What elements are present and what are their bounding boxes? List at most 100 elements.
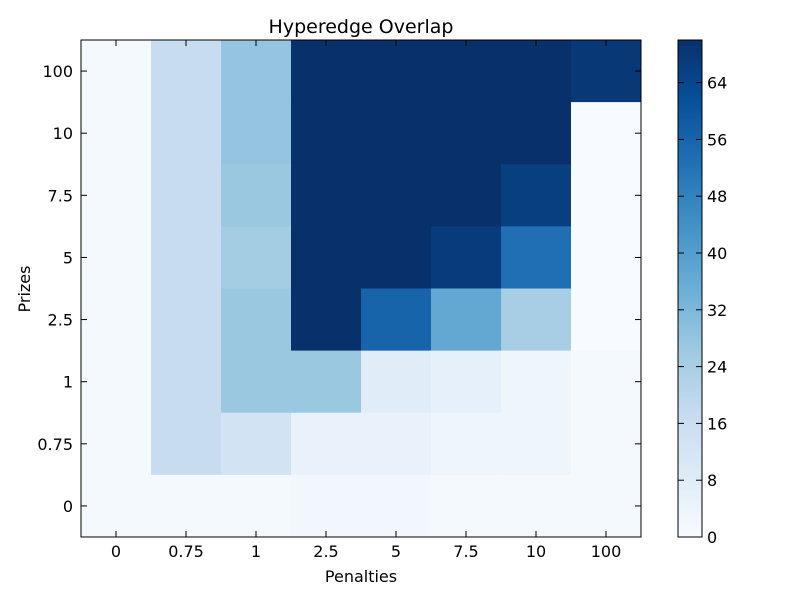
x-tick-label: 100 — [591, 542, 622, 561]
y-tick-label: 2.5 — [48, 311, 73, 330]
heatmap-cell — [501, 288, 572, 352]
heatmap-cell — [221, 226, 292, 289]
y-tick-label: 0 — [63, 497, 73, 516]
heatmap-cell — [221, 412, 292, 476]
heatmap-cell — [81, 412, 152, 476]
colorbar-tick-label: 56 — [707, 130, 727, 149]
x-axis-label: Penalties — [325, 567, 397, 586]
heatmap-cell — [291, 164, 362, 227]
x-tick-label: 7.5 — [453, 542, 478, 561]
heatmap-cell — [221, 164, 292, 227]
heatmap-cell — [571, 102, 642, 165]
y-tick-label: 10 — [53, 124, 73, 143]
heatmap-cell — [431, 350, 502, 414]
y-tick-label: 5 — [63, 248, 73, 267]
heatmap-cell — [431, 474, 502, 538]
heatmap-cell — [501, 350, 572, 414]
heatmap-cell — [361, 102, 432, 165]
heatmap-cell — [221, 40, 292, 103]
x-tick-label: 5 — [391, 542, 401, 561]
x-tick-label: 1 — [251, 542, 261, 561]
heatmap-cell — [501, 226, 572, 289]
heatmap-cell — [571, 164, 642, 227]
y-axis-label: Prizes — [15, 266, 34, 313]
y-axis-ticks: 100 10 7.5 5 2.5 1 0.75 0 — [37, 62, 641, 516]
heatmap-cell — [361, 474, 432, 538]
heatmap-cell — [571, 474, 642, 538]
heatmap-cell — [81, 474, 152, 538]
heatmap-cell — [361, 288, 432, 352]
heatmap-cell — [571, 226, 642, 289]
heatmap-cell — [81, 226, 152, 289]
heatmap-cell — [151, 102, 222, 165]
heatmap-cell — [291, 102, 362, 165]
heatmap-cell — [431, 164, 502, 227]
heatmap-cell — [221, 350, 292, 414]
x-axis-ticks: 0 0.75 1 2.5 5 7.5 10 100 — [111, 40, 621, 561]
heatmap-cell — [571, 40, 642, 103]
heatmap-cell — [291, 474, 362, 538]
heatmap-cell — [431, 40, 502, 103]
heatmap-cell — [151, 412, 222, 476]
x-tick-label: 0.75 — [168, 542, 204, 561]
heatmap-cell — [291, 226, 362, 289]
colorbar-tick-label: 32 — [707, 301, 727, 320]
x-tick-label: 0 — [111, 542, 121, 561]
x-tick-label: 2.5 — [313, 542, 338, 561]
heatmap-cells — [81, 40, 642, 538]
heatmap-cell — [81, 40, 152, 103]
heatmap-cell — [361, 164, 432, 227]
heatmap-cell — [81, 350, 152, 414]
heatmap-cell — [571, 350, 642, 414]
y-tick-label: 0.75 — [37, 435, 73, 454]
y-tick-label: 1 — [63, 373, 73, 392]
heatmap-cell — [501, 474, 572, 538]
colorbar-tick-label: 64 — [707, 74, 727, 93]
colorbar-tick-label: 0 — [707, 528, 717, 547]
heatmap-cell — [151, 350, 222, 414]
y-tick-label: 100 — [42, 62, 73, 81]
x-tick-label: 10 — [526, 542, 546, 561]
heatmap-cell — [291, 350, 362, 414]
heatmap-cell — [221, 288, 292, 352]
colorbar: 0 8 16 24 32 40 48 56 64 — [677, 39, 727, 547]
heatmap-cell — [151, 288, 222, 352]
heatmap-cell — [571, 288, 642, 352]
heatmap-cell — [431, 226, 502, 289]
heatmap-cell — [221, 102, 292, 165]
heatmap-cell — [361, 412, 432, 476]
heatmap-cell — [501, 102, 572, 165]
colorbar-tick-label: 16 — [707, 414, 727, 433]
heatmap-cell — [81, 164, 152, 227]
heatmap-cell — [291, 288, 362, 352]
chart-title: Hyperedge Overlap — [269, 16, 454, 38]
heatmap-cell — [81, 288, 152, 352]
heatmap-cell — [151, 226, 222, 289]
heatmap-cell — [291, 412, 362, 476]
colorbar-tick-label: 40 — [707, 244, 727, 263]
heatmap-cell — [361, 40, 432, 103]
heatmap-cell — [291, 40, 362, 103]
heatmap-cell — [151, 474, 222, 538]
colorbar-tick-label: 48 — [707, 187, 727, 206]
colorbar-ticks: 0 8 16 24 32 40 48 56 64 — [678, 74, 727, 547]
y-tick-label: 7.5 — [48, 186, 73, 205]
heatmap-cell — [431, 412, 502, 476]
heatmap-cell — [81, 102, 152, 165]
heatmap-cell — [151, 164, 222, 227]
colorbar-tick-label: 8 — [707, 471, 717, 490]
heatmap-cell — [431, 102, 502, 165]
heatmap-cell — [501, 40, 572, 103]
colorbar-gradient — [677, 39, 703, 538]
heatmap-cell — [361, 350, 432, 414]
plot-frame — [80, 39, 642, 538]
heatmap-cell — [501, 164, 572, 227]
heatmap-cell — [431, 288, 502, 352]
heatmap-cell — [221, 474, 292, 538]
heatmap-cell — [501, 412, 572, 476]
heatmap-cell — [361, 226, 432, 289]
colorbar-tick-label: 24 — [707, 358, 727, 377]
heatmap-cell — [571, 412, 642, 476]
heatmap-cell — [151, 40, 222, 103]
